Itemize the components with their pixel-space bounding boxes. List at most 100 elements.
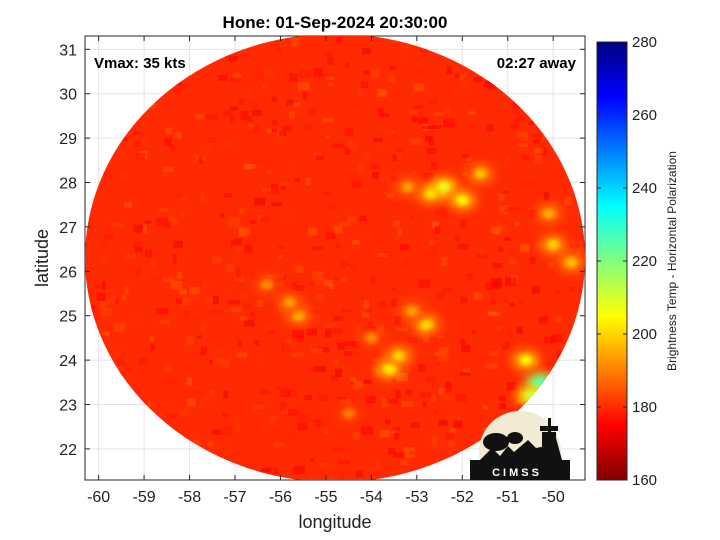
texture-cell	[453, 419, 462, 429]
texture-cell	[237, 339, 242, 347]
texture-cell	[375, 66, 383, 73]
texture-cell	[430, 246, 438, 255]
texture-cell	[358, 163, 365, 172]
texture-cell	[211, 256, 222, 264]
texture-cell	[465, 157, 472, 161]
texture-cell	[499, 403, 506, 410]
texture-cell	[274, 442, 285, 448]
texture-cell	[252, 109, 263, 117]
texture-cell	[101, 307, 113, 317]
texture-cell	[430, 161, 438, 170]
texture-cell	[228, 217, 240, 227]
texture-cell	[110, 154, 119, 158]
texture-cell	[325, 479, 333, 480]
texture-cell	[326, 76, 335, 80]
texture-cell	[111, 343, 122, 351]
texture-cell	[271, 202, 282, 207]
texture-cell	[212, 358, 222, 365]
texture-cell	[332, 327, 343, 334]
texture-cell	[273, 420, 282, 427]
x-tick-label: -56	[269, 489, 292, 506]
texture-cell	[473, 77, 483, 83]
texture-cell	[558, 340, 569, 346]
texture-cell	[215, 348, 226, 354]
texture-cell	[253, 340, 259, 345]
texture-cell	[455, 394, 467, 402]
texture-cell	[206, 311, 215, 315]
texture-cell	[339, 222, 351, 227]
texture-cell	[487, 311, 497, 315]
texture-cell	[103, 171, 112, 178]
texture-cell	[308, 367, 315, 371]
texture-cell	[313, 152, 324, 156]
texture-cell	[267, 188, 280, 195]
texture-cell	[287, 388, 298, 397]
texture-cell	[502, 190, 509, 194]
texture-cell	[433, 335, 444, 339]
colorbar-ticks: 160 180 200 220 240 260 280	[597, 34, 657, 489]
texture-cell	[325, 135, 330, 140]
x-tick-label: -58	[178, 489, 201, 506]
texture-cell	[455, 336, 460, 344]
texture-cell	[280, 182, 292, 187]
texture-cell	[209, 389, 215, 396]
texture-cell	[161, 480, 167, 486]
texture-cell	[180, 211, 185, 217]
texture-cell	[328, 82, 334, 87]
texture-cell	[302, 92, 308, 101]
texture-cell	[286, 99, 294, 107]
texture-cell	[300, 413, 312, 422]
texture-cell	[318, 394, 328, 402]
texture-cell	[399, 387, 408, 392]
texture-cell	[389, 66, 396, 71]
texture-cell	[487, 80, 496, 89]
x-tick-label: -53	[405, 489, 428, 506]
texture-cell	[253, 197, 266, 206]
texture-cell	[202, 329, 208, 338]
texture-cell	[390, 426, 401, 431]
texture-cell	[449, 427, 456, 434]
texture-cell	[415, 69, 428, 74]
tb-feature	[292, 310, 305, 321]
texture-cell	[460, 219, 467, 228]
texture-cell	[241, 291, 249, 300]
texture-cell	[365, 309, 373, 313]
texture-cell	[411, 422, 420, 429]
texture-cell	[351, 181, 362, 188]
texture-cell	[342, 309, 352, 313]
y-tick-label: 26	[59, 264, 77, 281]
texture-cell	[200, 112, 210, 118]
texture-cell	[438, 419, 448, 426]
texture-cell	[229, 360, 235, 366]
texture-cell	[243, 302, 253, 310]
texture-cell	[584, 270, 585, 278]
texture-cell	[231, 307, 242, 312]
texture-cell	[200, 193, 205, 201]
texture-cell	[408, 325, 416, 333]
texture-cell	[308, 281, 314, 286]
texture-cell	[312, 271, 323, 280]
texture-cell	[361, 311, 369, 318]
texture-cell	[278, 255, 284, 259]
texture-cell	[309, 475, 318, 480]
texture-cell	[393, 432, 400, 440]
texture-cell	[99, 481, 104, 488]
texture-cell	[200, 322, 207, 330]
texture-cell	[377, 88, 387, 97]
texture-cell	[251, 272, 258, 281]
texture-cell	[363, 70, 370, 75]
y-tick-label: 23	[59, 398, 77, 415]
texture-cell	[485, 282, 493, 291]
texture-cell	[375, 460, 381, 468]
tb-feature	[342, 408, 355, 419]
texture-cell	[461, 81, 469, 91]
texture-cell	[234, 238, 242, 246]
texture-cell	[490, 226, 502, 234]
texture-cell	[534, 155, 543, 164]
texture-cell	[260, 389, 270, 395]
texture-cell	[438, 388, 444, 396]
texture-cell	[392, 452, 404, 458]
texture-cell	[298, 70, 310, 79]
texture-cell	[509, 124, 519, 129]
texture-cell	[422, 286, 428, 294]
